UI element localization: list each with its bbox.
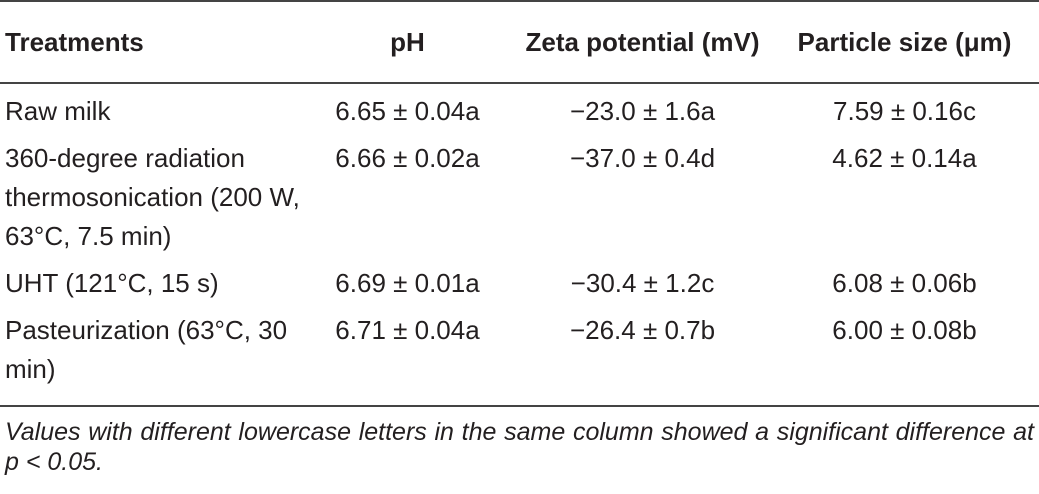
table-cell: 4.62 ± 0.14a xyxy=(832,143,977,173)
footnote: Values with different lowercase letters … xyxy=(5,418,1034,476)
header-cell: Zeta potential (mV) xyxy=(525,26,760,57)
table-cell: Raw milk xyxy=(5,96,111,126)
table-cell: 6.71 ± 0.04a xyxy=(335,315,480,345)
table-row: 360-degree radiation thermosonication (2… xyxy=(0,131,1039,256)
table-cell: 6.69 ± 0.01a xyxy=(335,268,480,298)
table-cell: 6.65 ± 0.04a xyxy=(335,96,480,126)
table-cell: UHT (121°C, 15 s) xyxy=(5,268,219,298)
table-cell: 7.59 ± 0.16c xyxy=(833,96,976,126)
header-cell: Treatments xyxy=(5,26,144,57)
header-cell: pH xyxy=(390,26,425,57)
table-cell: 6.08 ± 0.06b xyxy=(832,268,977,298)
header-cell: Particle size (μm) xyxy=(797,26,1012,57)
table-row: Raw milk 6.65 ± 0.04a −23.0 ± 1.6a 7.59 ± 0… xyxy=(0,83,1039,131)
table-cell: 6.66 ± 0.02a xyxy=(335,143,480,173)
header-row: Treatments pH Zeta potential (mV) Partic… xyxy=(0,1,1039,83)
table-cell: 360-degree radiation thermosonication (2… xyxy=(5,143,300,251)
table-cell: −26.4 ± 0.7b xyxy=(569,315,716,345)
table-cell: −23.0 ± 1.6a xyxy=(569,96,716,126)
table-cell: −37.0 ± 0.4d xyxy=(569,143,716,173)
table-row: Pasteurization (63°C, 30 min) 6.71 ± 0.04… xyxy=(0,303,1039,406)
table-row: UHT (121°C, 15 s) 6.69 ± 0.01a −30.4 ± 1.2… xyxy=(0,256,1039,303)
table-cell: Pasteurization (63°C, 30 min) xyxy=(5,315,288,384)
table-cell: −30.4 ± 1.2c xyxy=(570,268,715,298)
table-cell: 6.00 ± 0.08b xyxy=(832,315,977,345)
data-table: Treatments pH Zeta potential (mV) Partic… xyxy=(0,1,1039,406)
